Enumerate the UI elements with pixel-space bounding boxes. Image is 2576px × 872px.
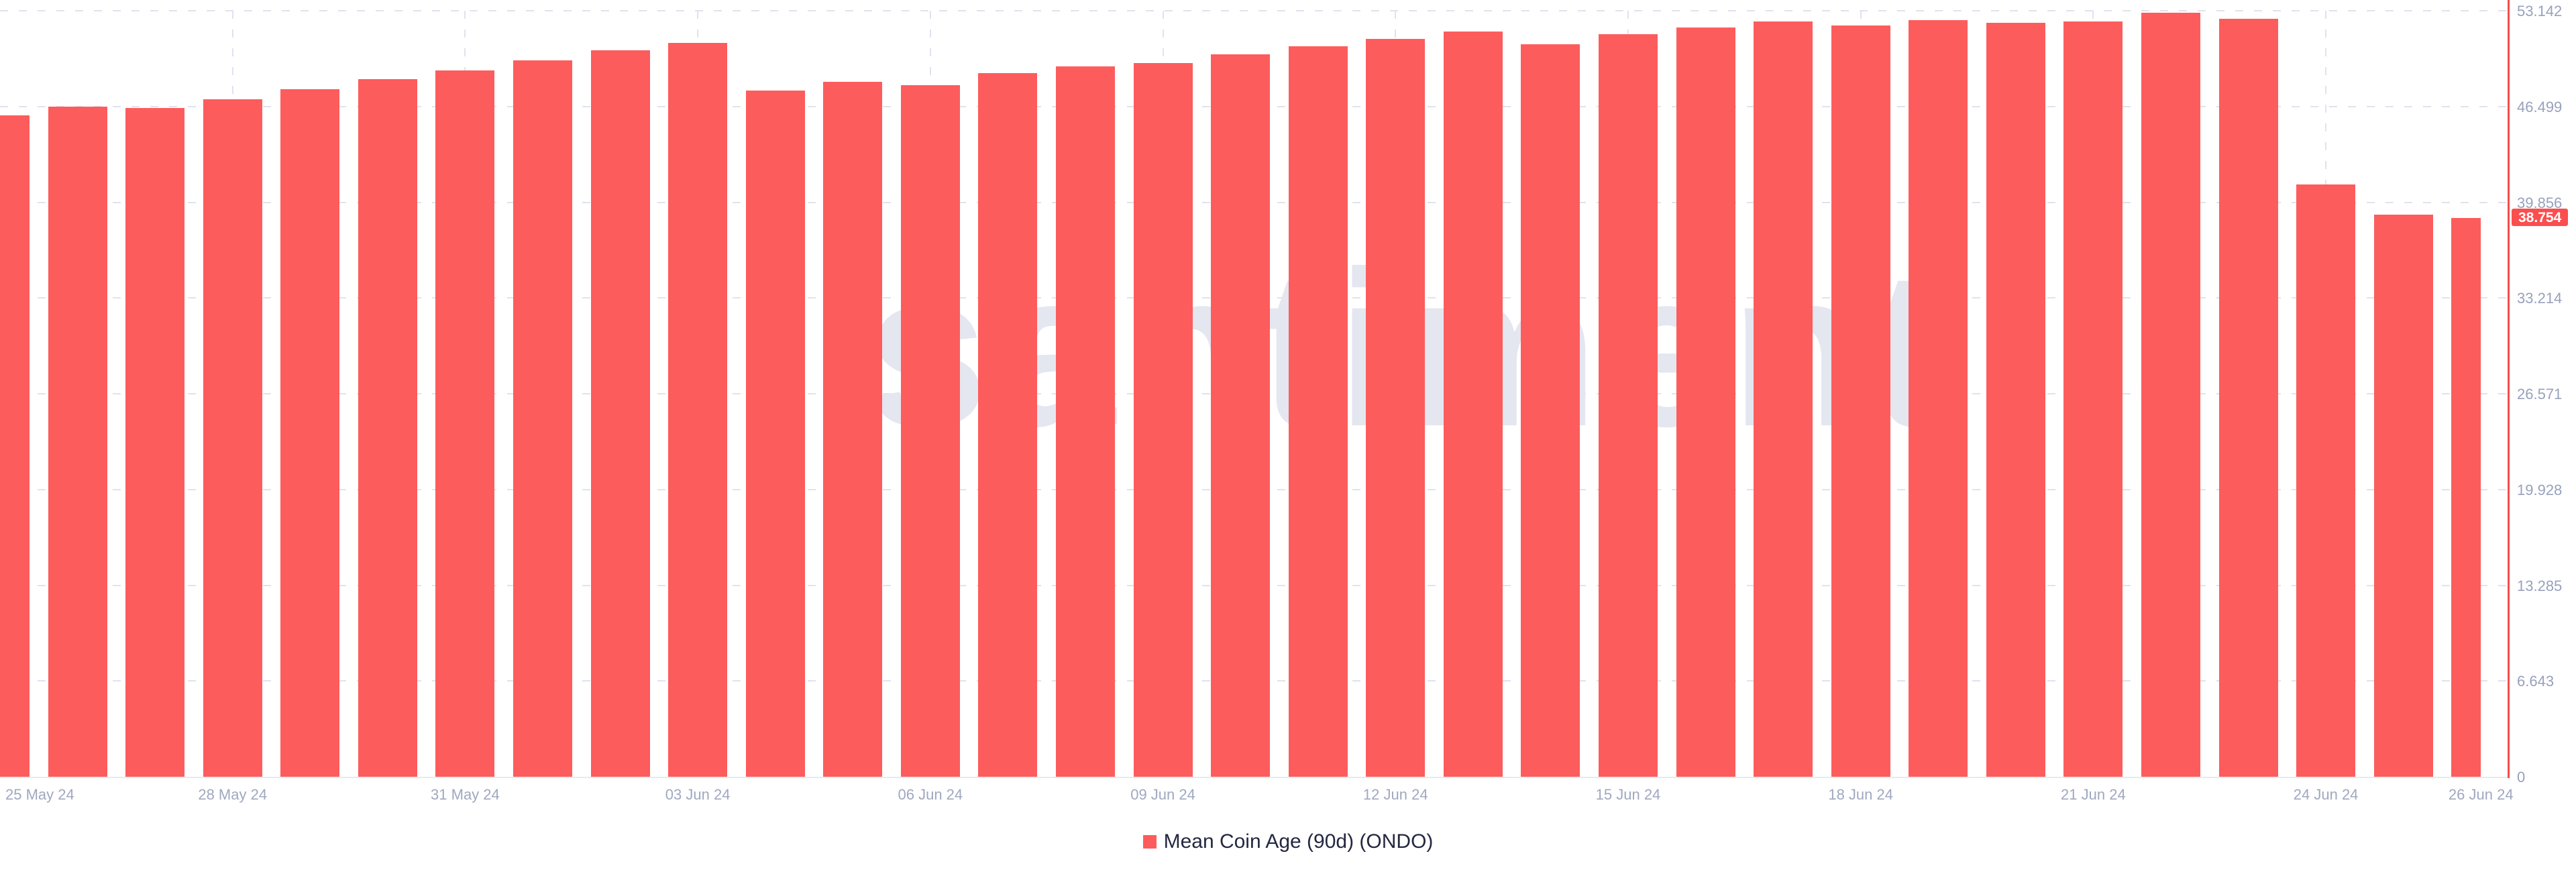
bar-20-Jun-24[interactable]: [1986, 23, 2045, 777]
x-tick-21-Jun-24: 21 Jun 24: [2061, 786, 2126, 803]
x-tick-09-Jun-24: 09 Jun 24: [1130, 786, 1195, 803]
y-tick-53.142: 53.142: [2517, 3, 2563, 20]
bar-07-Jun-24[interactable]: [978, 73, 1038, 777]
bar-10-Jun-24[interactable]: [1211, 54, 1271, 777]
plot-area: santiment: [0, 10, 2508, 777]
y-axis-line: [2508, 0, 2510, 778]
bar-21-Jun-24[interactable]: [2063, 21, 2123, 777]
bar-02-Jun-24[interactable]: [590, 50, 650, 777]
bar-11-Jun-24[interactable]: [1288, 46, 1348, 777]
x-tick-03-Jun-24: 03 Jun 24: [665, 786, 731, 803]
bar-09-Jun-24[interactable]: [1133, 63, 1193, 777]
bar-23-Jun-24[interactable]: [2218, 18, 2278, 777]
bar-18-Jun-24[interactable]: [1831, 25, 1890, 777]
x-tick-18-Jun-24: 18 Jun 24: [1828, 786, 1893, 803]
x-tick-25-May-24: 25 May 24: [5, 786, 74, 803]
bar-29-May-24[interactable]: [280, 89, 340, 777]
legend-label: Mean Coin Age (90d) (ONDO): [1163, 830, 1434, 853]
x-tick-31-May-24: 31 May 24: [431, 786, 500, 803]
bar-05-Jun-24[interactable]: [823, 82, 883, 777]
bar-14-Jun-24[interactable]: [1521, 44, 1580, 777]
x-tick-12-Jun-24: 12 Jun 24: [1362, 786, 1428, 803]
bar-30-May-24[interactable]: [358, 78, 417, 777]
y-tick-39.856: 39.856: [2517, 194, 2563, 211]
bar-19-Jun-24[interactable]: [1909, 19, 1968, 777]
y-tick-46.499: 46.499: [2517, 98, 2563, 115]
x-axis-baseline: [0, 777, 2508, 778]
bar-22-Jun-24[interactable]: [2141, 13, 2200, 777]
bar-06-Jun-24[interactable]: [900, 85, 960, 777]
current-value-badge: 38.754: [2512, 209, 2569, 226]
bar-26-Jun-24[interactable]: [2451, 218, 2481, 777]
bar-15-Jun-24[interactable]: [1598, 34, 1658, 777]
legend-swatch-icon: [1142, 835, 1157, 849]
bar-17-Jun-24[interactable]: [1754, 21, 1813, 777]
bar-04-Jun-24[interactable]: [745, 91, 805, 777]
y-tick-6.643: 6.643: [2517, 673, 2555, 690]
y-tick-33.214: 33.214: [2517, 290, 2563, 307]
x-tick-06-Jun-24: 06 Jun 24: [898, 786, 963, 803]
bar-16-Jun-24[interactable]: [1676, 27, 1735, 777]
x-tick-24-Jun-24: 24 Jun 24: [2293, 786, 2359, 803]
bar-08-Jun-24[interactable]: [1055, 66, 1115, 777]
x-tick-15-Jun-24: 15 Jun 24: [1595, 786, 1661, 803]
y-tick-0: 0: [2517, 769, 2526, 785]
bar-25-May-24[interactable]: [0, 115, 30, 777]
y-tick-26.571: 26.571: [2517, 386, 2563, 403]
bar-25-Jun-24[interactable]: [2373, 214, 2433, 777]
hgridline-53.142: [0, 10, 2508, 12]
bar-03-Jun-24[interactable]: [668, 43, 728, 777]
bar-28-May-24[interactable]: [203, 99, 262, 777]
bar-26-May-24[interactable]: [48, 106, 107, 777]
bar-27-May-24[interactable]: [125, 107, 185, 777]
bar-31-May-24[interactable]: [435, 70, 495, 777]
y-tick-13.285: 13.285: [2517, 577, 2563, 594]
bar-12-Jun-24[interactable]: [1366, 38, 1426, 777]
bar-13-Jun-24[interactable]: [1443, 32, 1503, 777]
x-tick-26-Jun-24: 26 Jun 24: [2448, 786, 2514, 803]
x-tick-28-May-24: 28 May 24: [198, 786, 268, 803]
y-tick-19.928: 19.928: [2517, 481, 2563, 498]
bar-24-Jun-24[interactable]: [2296, 184, 2356, 777]
bar-01-Jun-24[interactable]: [513, 60, 572, 777]
legend[interactable]: Mean Coin Age (90d) (ONDO): [0, 830, 2576, 853]
